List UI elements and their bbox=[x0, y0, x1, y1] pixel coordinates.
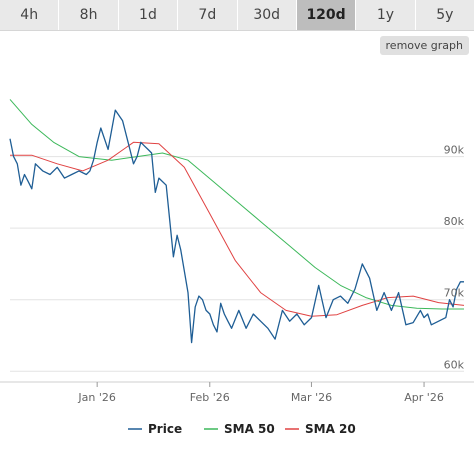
y-tick-label: 90k bbox=[444, 144, 465, 157]
tab-120d[interactable]: 120d bbox=[296, 0, 357, 30]
series-line-price bbox=[9, 109, 464, 344]
y-tick-label: 70k bbox=[444, 287, 465, 300]
tab-30d[interactable]: 30d bbox=[238, 0, 297, 30]
series-line-sma-50 bbox=[9, 99, 464, 310]
tab-1y[interactable]: 1y bbox=[356, 0, 416, 30]
legend-label: Price bbox=[148, 422, 182, 436]
series-line-sma-20 bbox=[10, 141, 465, 317]
timeframe-tabs: 4h 8h 1d 7d 30d 120d 1y 5y bbox=[0, 0, 474, 31]
tab-8h[interactable]: 8h bbox=[59, 0, 119, 30]
x-tick-label: Apr '26 bbox=[404, 391, 444, 404]
y-tick-label: 80k bbox=[444, 215, 465, 228]
tab-5y[interactable]: 5y bbox=[436, 7, 454, 23]
remove-graph-button[interactable]: remove graph bbox=[379, 36, 469, 55]
legend-label: SMA 50 bbox=[224, 422, 275, 436]
tab-1d[interactable]: 1d bbox=[119, 0, 179, 30]
chart-series bbox=[9, 99, 465, 344]
chart-legend: Price SMA 50 SMA 20 bbox=[128, 422, 356, 436]
tab-4h[interactable]: 4h bbox=[0, 0, 60, 30]
x-tick-label: Jan '26 bbox=[77, 391, 115, 404]
y-tick-label: 60k bbox=[444, 358, 465, 371]
grid-lines bbox=[0, 156, 474, 383]
x-tick-label: Mar '26 bbox=[291, 391, 332, 404]
axis-labels: 60k 70k 80k 90k Jan '26 Feb '26 Mar '26 Apr '26 bbox=[77, 144, 464, 404]
legend-label: SMA 20 bbox=[305, 422, 356, 436]
tab-7d[interactable]: 7d bbox=[178, 0, 238, 30]
x-tick-label: Feb '26 bbox=[190, 391, 230, 404]
